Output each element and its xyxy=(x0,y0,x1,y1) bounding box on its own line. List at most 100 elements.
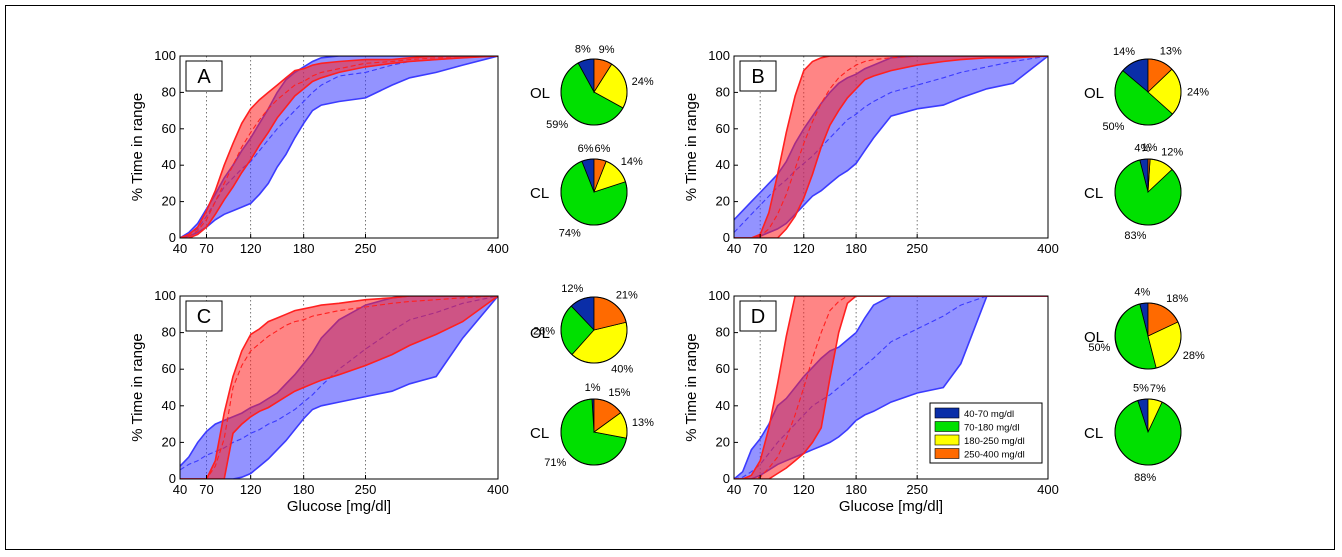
pie-cl: 1% 71% 13% 15% CL xyxy=(530,382,654,469)
pie-group-label: OL xyxy=(1084,85,1104,102)
xtick-label-180: 180 xyxy=(293,482,315,497)
panel-d: 0 20 40 60 80 100 40 70 120 180 250 400 % Time in ra… xyxy=(683,286,1205,515)
panel-letter-box xyxy=(739,60,777,92)
ytick-label-20: 20 xyxy=(162,434,176,449)
pie-group-label: CL xyxy=(1084,185,1103,202)
ytick-label-20: 20 xyxy=(716,194,730,209)
cl-band-lower-line xyxy=(734,56,1048,238)
pie-cl: 6% 74% 14% 6% CL xyxy=(530,143,643,240)
panel-letter-box xyxy=(185,300,223,332)
pie-label-1: 50% xyxy=(1102,121,1124,133)
pie-ol: 4% 50% 28% 18% OL xyxy=(1084,286,1205,370)
xtick-label-250: 250 xyxy=(355,241,377,256)
legend-label-1: 70-180 mg/dl xyxy=(964,423,1019,434)
pie-label-3: 21% xyxy=(616,290,638,302)
pie-outline xyxy=(1114,158,1182,226)
legend: 40-70 mg/dl 70-180 mg/dl 180-250 mg/dl 250-… xyxy=(929,402,1043,464)
pie-label-2: 13% xyxy=(632,417,654,429)
ytick-label-80: 80 xyxy=(716,325,730,340)
pie-cl: 4% 83% 12% 1% CL xyxy=(1084,142,1183,242)
ytick-label-20: 20 xyxy=(162,194,176,209)
pie-label-0: 1% xyxy=(585,382,601,394)
pie-label-2: 24% xyxy=(1187,86,1209,98)
legend-label-0: 40-70 mg/dl xyxy=(964,409,1014,420)
legend-swatch-0 xyxy=(934,407,960,419)
y-axis-label: % Time in range xyxy=(683,93,700,201)
pie-group-label: CL xyxy=(1084,425,1103,442)
pie-label-0: 12% xyxy=(561,283,583,295)
ytick-label-60: 60 xyxy=(162,361,176,376)
pie-label-1: 83% xyxy=(1124,230,1146,242)
legend-swatch-1 xyxy=(934,421,960,432)
pie-label-1: 50% xyxy=(1088,342,1110,354)
legend-swatch-2 xyxy=(934,434,960,446)
pie-label-0: 4% xyxy=(1134,286,1150,298)
ytick-label-80: 80 xyxy=(162,325,176,340)
xtick-label-40: 40 xyxy=(727,482,741,497)
legend-label-3: 250-400 mg/dl xyxy=(964,450,1025,461)
axes-box xyxy=(179,295,499,480)
cl-band-upper-line xyxy=(734,296,1048,479)
panel-letter: D xyxy=(751,306,765,328)
pie-label-2: 40% xyxy=(611,364,633,376)
panel-b: 0 20 40 60 80 100 40 70 120 180 250 400 % Time in ra… xyxy=(683,46,1209,256)
axes-box xyxy=(733,55,1049,239)
ytick-label-40: 40 xyxy=(162,157,176,172)
ol-band-fill xyxy=(180,56,498,238)
cl-band-lower-line xyxy=(180,296,498,479)
cl-band-fill xyxy=(734,56,1048,238)
pie-label-3: 1% xyxy=(1141,142,1157,154)
cl-band-median-line xyxy=(180,296,498,479)
y-axis-label: % Time in range xyxy=(683,333,700,441)
legend-swatch-3 xyxy=(934,448,960,459)
xtick-label-40: 40 xyxy=(173,482,187,497)
pie-group-label: OL xyxy=(530,325,550,342)
panel-letter: C xyxy=(197,306,211,328)
pie-label-0: 6% xyxy=(578,143,594,155)
xtick-label-120: 120 xyxy=(793,241,815,256)
panel-letter-box xyxy=(739,300,777,332)
x-axis-label: Glucose [mg/dl] xyxy=(839,498,943,515)
xtick-label-120: 120 xyxy=(793,482,815,497)
panel-a: 0 20 40 60 80 100 40 70 120 180 250 400 % Time in ra… xyxy=(129,43,654,256)
xtick-label-180: 180 xyxy=(845,482,867,497)
pie-outline xyxy=(560,58,628,126)
cl-band-lower-line xyxy=(734,296,1048,479)
y-axis-label: % Time in range xyxy=(129,333,146,441)
cl-band-median-line xyxy=(734,56,1048,238)
pie-label-1: 74% xyxy=(559,228,581,240)
figure-frame xyxy=(5,5,1335,550)
ytick-label-0: 0 xyxy=(723,471,730,486)
pie-ol: 12% 26% 40% 21% OL xyxy=(530,283,638,375)
ytick-label-0: 0 xyxy=(169,471,176,486)
pie-ol: 14% 50% 24% 13% OL xyxy=(1084,46,1209,133)
cl-band-lower-line xyxy=(180,56,498,238)
pie-label-0: 14% xyxy=(1113,46,1135,58)
cl-band-upper-line xyxy=(180,296,498,479)
pie-ol: 8% 59% 24% 9% OL xyxy=(530,43,654,130)
plot-area xyxy=(734,296,1048,479)
xtick-label-70: 70 xyxy=(199,482,213,497)
axes-box xyxy=(179,55,499,239)
xtick-label-250: 250 xyxy=(906,482,928,497)
pie-label-1: 26% xyxy=(533,326,555,338)
cl-band-fill xyxy=(180,56,498,238)
xtick-label-180: 180 xyxy=(293,241,315,256)
pie-group-label: CL xyxy=(530,425,549,442)
pie-group-label: CL xyxy=(530,185,549,202)
pie-outline xyxy=(560,296,628,364)
plot-area xyxy=(180,56,498,238)
xtick-label-70: 70 xyxy=(753,482,767,497)
pie-label-2: 12% xyxy=(1161,146,1183,158)
xtick-label-400: 400 xyxy=(1037,241,1059,256)
pie-label-0: 4% xyxy=(1134,142,1150,154)
ytick-label-100: 100 xyxy=(708,288,730,303)
xtick-label-250: 250 xyxy=(906,241,928,256)
x-axis-label: Glucose [mg/dl] xyxy=(287,498,391,515)
pie-label-2: 14% xyxy=(621,156,643,168)
plot-area xyxy=(180,296,498,479)
pie-label-1: 59% xyxy=(546,119,568,131)
ol-band-median-line xyxy=(734,56,1048,233)
pie-outline xyxy=(560,158,628,226)
xtick-label-250: 250 xyxy=(355,482,377,497)
